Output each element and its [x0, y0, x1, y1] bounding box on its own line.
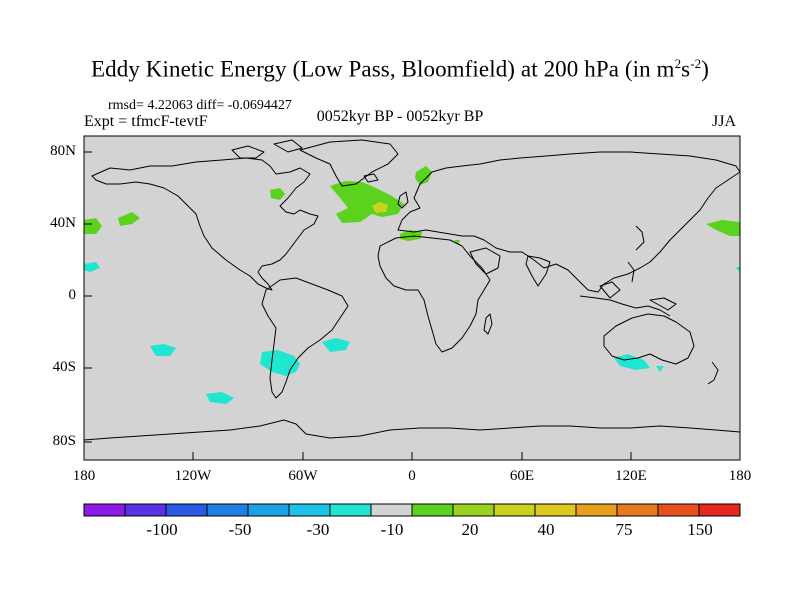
coast-north-america	[91, 157, 319, 291]
coast-arabia	[469, 247, 501, 275]
colorbar-label-7: 75	[615, 520, 633, 539]
anomaly-south-pacific-far	[206, 392, 234, 404]
colorbar-swatch-7	[329, 503, 372, 517]
coast-new-zealand	[707, 361, 719, 385]
anomaly-south-pacific-east	[150, 344, 176, 356]
anomaly-north-atlantic	[330, 181, 404, 223]
coast-india	[525, 255, 551, 287]
colorbar-swatch-13	[575, 503, 618, 517]
coast-japan	[635, 225, 645, 251]
anomaly-australia-south	[614, 354, 650, 370]
colorbar-swatch-4	[206, 503, 249, 517]
coastlines	[83, 139, 741, 441]
map-background	[84, 136, 740, 460]
colorbar-swatch-3	[165, 503, 208, 517]
anomaly-subtropic-east	[736, 266, 740, 272]
colorbar-swatch-14	[616, 503, 659, 517]
lon-tick-180w: 180	[72, 468, 96, 484]
colorbar-swatch-15	[657, 503, 700, 517]
lon-tick-60e: 60E	[509, 468, 535, 484]
colorbar-label-2: -50	[228, 520, 252, 539]
lon-tick-180e: 180	[728, 468, 752, 484]
anomaly-north-pacific-east	[706, 220, 740, 236]
coast-australia	[603, 313, 695, 365]
anomaly-indian-ocean-small	[656, 366, 664, 372]
colorbar-swatch-2	[124, 503, 167, 517]
coast-africa	[377, 235, 491, 353]
anomaly-hudson-bay	[270, 188, 285, 200]
period-label: 0052kyr BP - 0052kyr BP	[316, 108, 484, 125]
coast-iceland	[363, 173, 379, 183]
colorbar-swatch-16	[698, 503, 741, 517]
lat-tick-80n: 80N	[50, 143, 76, 159]
anomaly-subtropic-west	[84, 262, 100, 272]
colorbar-swatch-8	[370, 503, 413, 517]
colorbar-label-5: 20	[461, 520, 479, 539]
anomaly-north-pacific-west	[84, 218, 102, 234]
lon-tick-120w: 120W	[174, 468, 212, 484]
anomaly-north-atlantic-core	[372, 202, 388, 213]
colorbar-swatch-5	[247, 503, 290, 517]
axis-ticks	[84, 151, 632, 460]
lon-tick-120e: 120E	[615, 468, 647, 484]
coast-new-guinea	[649, 297, 677, 311]
colorbar-label-6: 40	[537, 520, 555, 539]
anomaly-north-pacific-small	[118, 212, 140, 226]
experiment-label: Expt = tfmcF-tevtF	[84, 113, 208, 130]
colorbar-swatch-12	[534, 503, 577, 517]
anomaly-south-atlantic	[322, 338, 350, 352]
lon-tick-0: 0	[408, 468, 416, 484]
colorbar-swatch-11	[493, 503, 536, 517]
anomaly-scandinavia	[415, 166, 432, 185]
lat-tick-40s: 40S	[52, 359, 76, 375]
lon-tick-60w: 60W	[288, 468, 318, 484]
coast-indonesia	[579, 295, 671, 317]
figure-title: Eddy Kinetic Energy (Low Pass, Bloomfiel…	[90, 56, 710, 82]
stats-text: rmsd= 4.22063 diff= -0.0694427	[108, 98, 292, 113]
colorbar	[83, 503, 741, 517]
coast-borneo	[599, 281, 621, 299]
coast-philippines	[627, 261, 635, 283]
colorbar-swatch-6	[288, 503, 331, 517]
lat-tick-0: 0	[68, 287, 77, 303]
coast-south-america	[261, 277, 349, 399]
coast-uk	[397, 191, 409, 209]
colorbar-label-8: 150	[687, 520, 713, 539]
colorbar-swatch-10	[452, 503, 495, 517]
colorbar-label-3: -30	[306, 520, 330, 539]
lat-tick-80s: 80S	[52, 433, 76, 449]
colorbar-label-1: -100	[146, 520, 178, 539]
coast-madagascar	[483, 313, 493, 335]
lat-tick-40n: 40N	[50, 215, 76, 231]
coast-eurasia	[397, 151, 741, 293]
colorbar-swatch-1	[83, 503, 126, 517]
anomaly-mediterranean	[400, 230, 422, 241]
season-label: JJA	[712, 113, 737, 130]
coast-arctic-islands	[231, 139, 303, 159]
colorbar-label-4: -10	[380, 520, 404, 539]
colorbar-swatch-9	[411, 503, 454, 517]
coast-antarctica	[83, 419, 741, 441]
coast-greenland	[299, 139, 399, 187]
